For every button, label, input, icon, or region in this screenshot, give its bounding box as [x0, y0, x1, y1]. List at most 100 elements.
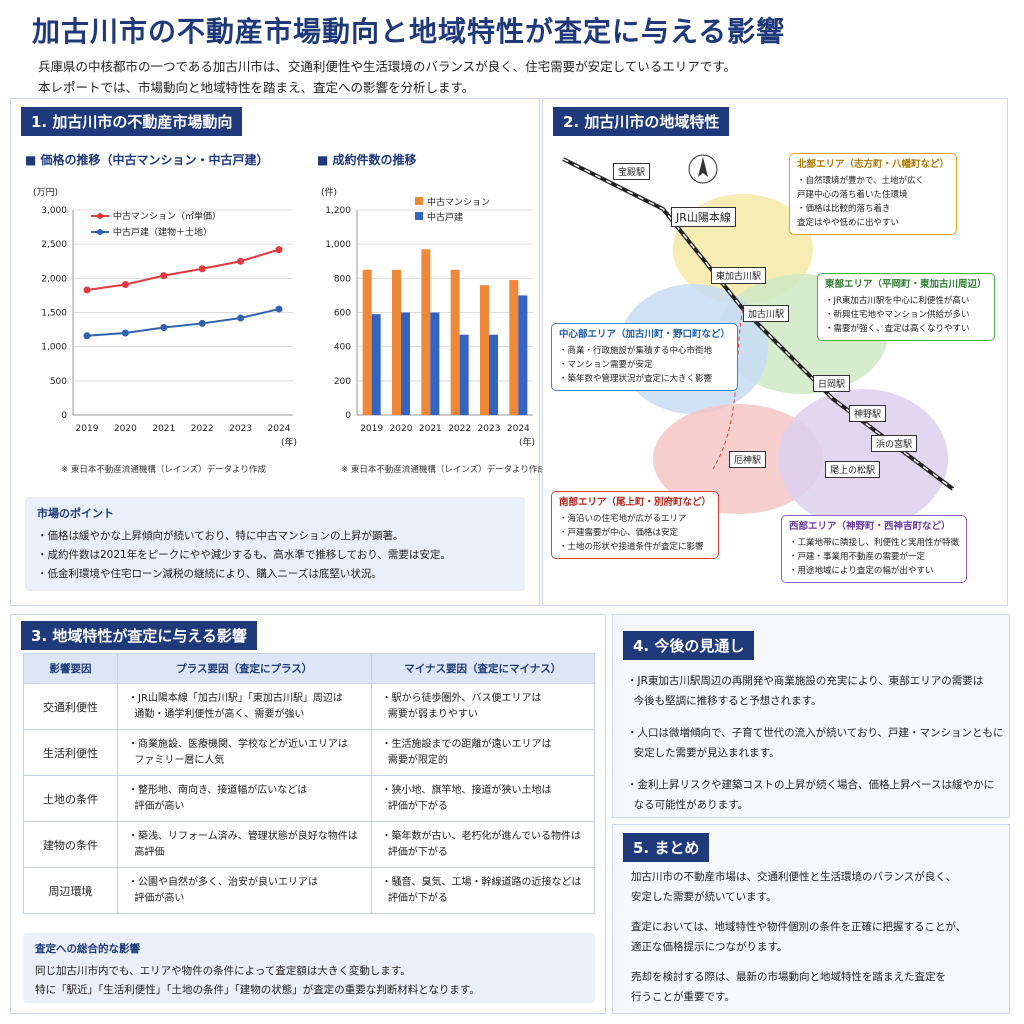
- east-area-item: ・新興住宅地やマンション供給が多い: [825, 310, 970, 320]
- overall-impact-box: 査定への総合的な影響 同じ加古川市内でも、エリアや物件の条件によって査定額は大き…: [23, 933, 595, 1003]
- station-label: 尾上の松駅: [825, 461, 881, 478]
- outlook-item: ・JR東加古川駅周辺の再開発や商業施設の充実により、東部エリアの需要は 今後も堅…: [627, 675, 984, 707]
- x-tick-label: 2024: [507, 424, 530, 434]
- station-label: 日岡駅: [813, 375, 851, 392]
- count-bar-chart: (件) 0 200 400 600 800 1,000 1,200 2019 2020 2021 20…: [321, 186, 535, 448]
- south-area-item: ・海沿いの住宅地が広がるエリア: [559, 514, 687, 524]
- y-tick-label: 0: [61, 411, 67, 421]
- intro-line-2: 本レポートでは、市場動向と地域特性を踏まえ、査定への影響を分析します。: [38, 80, 475, 95]
- data-point: [275, 246, 283, 254]
- series-line: [86, 308, 280, 337]
- page-title: 加古川市の不動産市場動向と地域特性が査定に与える影響: [32, 15, 786, 48]
- x-tick-label: 2022: [191, 424, 214, 434]
- outlook-item: ・人口は微増傾向で、子育て世代の流入が続いており、戸建・マンションともに 安定し…: [627, 727, 1004, 759]
- bar: [459, 334, 469, 415]
- y-tick-label: 500: [50, 377, 67, 387]
- price-source-note: ※ 東日本不動産流通機構（レインズ）データより作成: [61, 465, 266, 475]
- south-area-box: 南部エリア（尾上町・別府町など） ・海沿いの住宅地が広がるエリア ・戸建需要が中…: [551, 491, 720, 559]
- data-point: [160, 324, 168, 332]
- station-label: 東加古川駅: [711, 267, 767, 284]
- outlook-item: ・金利上昇リスクや建築コストの上昇が続く場合、価格上昇ペースは緩やかに なる可能…: [627, 779, 994, 811]
- data-point: [160, 272, 168, 280]
- data-point: [83, 286, 91, 294]
- x-tick-label: 2021: [152, 424, 175, 434]
- south-area-item: ・土地の形状や接道条件が査定に影響: [559, 542, 704, 552]
- minus-cell: ・築年数が古い、老朽化が進んでいる物件は 評価が下がる: [370, 821, 596, 868]
- x-tick-label: 2024: [268, 424, 291, 434]
- overall-impact-line-2: 特に「駅近」「生活利便性」「土地の条件」「建物の状態」が査定の重要な判断材料とな…: [35, 984, 480, 996]
- y-tick-label: 600: [334, 309, 351, 319]
- bar: [509, 280, 519, 415]
- plus-cell: ・JR山陽本線「加古川駅」「東加古川駅」周辺は 通勤・通学利便性が高く、需要が強…: [117, 683, 372, 730]
- east-area-title: 東部エリア（平岡町・東加古川周辺）: [825, 279, 987, 290]
- compass-icon: [688, 154, 718, 184]
- market-point: ・低金利環境や住宅ローン減税の継続により、購入ニーズは底堅い状況。: [37, 568, 382, 580]
- west-region: [778, 389, 948, 529]
- west-area-item: ・工業地帯に隣接し、利便性と実用性が特徴: [789, 538, 960, 548]
- market-point: ・価格は緩やかな上昇傾向が続いており、特に中古マンションの上昇が顕著。: [37, 530, 404, 542]
- station-label: 厄神駅: [729, 451, 767, 468]
- table-row: 周辺環境 ・公園や自然が多く、治安が良いエリアは 評価が高い ・騒音、臭気、工場…: [23, 867, 596, 914]
- table-row: 生活利便性 ・商業施設、医療機関、学校などが近いエリアは ファミリー層に人気 ・…: [23, 729, 596, 776]
- data-point: [83, 332, 91, 340]
- south-area-title: 南部エリア（尾上町・別府町など）: [559, 497, 712, 508]
- factor-cell: 生活利便性: [23, 729, 118, 776]
- minus-cell: ・騒音、臭気、工場・幹線道路の近接などは 評価が下がる: [370, 867, 596, 914]
- overall-impact-heading: 査定への総合的な影響: [35, 943, 140, 955]
- bar: [430, 312, 440, 415]
- bar: [392, 269, 401, 415]
- y-tick-label: 3,000: [41, 206, 67, 216]
- y-tick-label: 1,500: [41, 309, 67, 319]
- market-points-box: 市場のポイント ・価格は緩やかな上昇傾向が続いており、特に中古マンションの上昇が…: [25, 497, 525, 591]
- central-area-box: 中心部エリア（加古川町・野口町など） ・商業・行政施設が集積する中心市街地 ・マ…: [551, 323, 739, 391]
- col-factor: 影響要因: [23, 653, 118, 684]
- east-area-box: 東部エリア（平岡町・東加古川周辺） ・JR東加古川駅を中心に利便性が高い ・新興…: [817, 273, 995, 341]
- bar: [450, 269, 460, 415]
- station-label: 宝殿駅: [613, 163, 651, 180]
- station-label: 浜の宮駅: [871, 435, 918, 452]
- bar: [480, 285, 489, 415]
- impact-panel: 3. 地域特性が査定に与える影響 影響要因 プラス要因（査定にプラス） マイナス…: [10, 614, 606, 1014]
- market-points-heading: 市場のポイント: [37, 507, 114, 520]
- summary-paragraph: 加古川市の不動産市場は、交通利便性と生活環境のバランスが良く、 安定した需要が続…: [631, 871, 957, 903]
- north-area-item: ・価格は比較的落ち着き: [797, 204, 891, 214]
- station-label: 加古川駅: [743, 305, 790, 322]
- north-area-item: 査定はやや低めに出やすい: [797, 218, 900, 228]
- area-characteristics-panel: 2. 加古川市の地域特性 宝殿駅 JR山陽本線 東加古川駅 加古川駅 日岡駅 神…: [542, 98, 1008, 606]
- y-tick-label: 2,000: [41, 274, 67, 284]
- section4-heading: 4. 今後の見通し: [623, 631, 755, 660]
- y-tick-label: 0: [345, 411, 351, 421]
- count-source-note: ※ 東日本不動産流通機構（レインズ）データより作成: [341, 465, 546, 475]
- rail-label: JR山陽本線: [671, 207, 736, 227]
- legend-swatch: [415, 197, 423, 205]
- data-point: [121, 280, 129, 288]
- factor-cell: 交通利便性: [23, 683, 118, 730]
- section1-heading: 1. 加古川市の不動産市場動向: [21, 107, 243, 136]
- y-tick-label: 1,200: [325, 206, 351, 216]
- legend-label: 中古戸建（建物＋土地）: [113, 226, 212, 238]
- data-point: [237, 314, 245, 322]
- table-header-row: 影響要因 プラス要因（査定にプラス） マイナス要因（査定にマイナス）: [23, 653, 596, 684]
- west-area-item: ・戸建・事業用不動産の需要が一定: [789, 552, 926, 562]
- bar: [518, 295, 528, 415]
- bar: [362, 269, 372, 415]
- price-y-unit: (万円): [33, 187, 58, 198]
- market-point: ・成約件数は2021年をピークにやや減少するも、高水準で推移しており、需要は安定…: [37, 549, 451, 561]
- price-chart-title: ■ 価格の推移（中古マンション・中古戸建）: [25, 153, 269, 167]
- x-tick-label: 2019: [360, 424, 383, 434]
- central-area-title: 中心部エリア（加古川町・野口町など）: [559, 329, 731, 340]
- plus-cell: ・公園や自然が多く、治安が良いエリアは 評価が高い: [117, 867, 372, 914]
- plus-cell: ・整形地、南向き、接道幅が広いなどは 評価が高い: [117, 775, 372, 822]
- legend-label: 中古戸建: [427, 211, 463, 223]
- data-point: [121, 329, 129, 337]
- x-tick-label: 2022: [448, 424, 471, 434]
- col-plus: プラス要因（査定にプラス）: [117, 653, 372, 684]
- summary-panel: 5. まとめ 加古川市の不動産市場は、交通利便性と生活環境のバランスが良く、 安…: [612, 824, 1010, 1014]
- y-tick-label: 1,000: [325, 240, 351, 250]
- market-trend-panel: 1. 加古川市の不動産市場動向 ■ 価格の推移（中古マンション・中古戸建） ■ …: [10, 98, 546, 606]
- bar: [489, 334, 498, 415]
- col-minus: マイナス要因（査定にマイナス）: [370, 653, 596, 684]
- factor-cell: 周辺環境: [23, 867, 118, 914]
- table-row: 土地の条件 ・整形地、南向き、接道幅が広いなどは 評価が高い ・狭小地、旗竿地、…: [23, 775, 596, 822]
- section3-heading: 3. 地域特性が査定に与える影響: [21, 621, 257, 650]
